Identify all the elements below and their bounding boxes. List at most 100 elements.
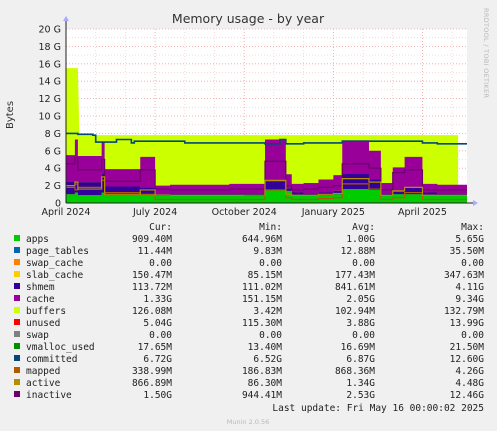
legend: Cur: Min: Avg: Max: apps 909.40M 644.96M 1.… [14,222,484,401]
legend-swatch-page-tables [14,247,20,253]
legend-slab-cache-max: 347.63M [444,270,484,281]
legend-header-min: Min: [259,222,282,233]
line-active [66,176,467,196]
legend-swatch-active [14,379,20,385]
legend-shmem-cur: 113.72M [132,282,172,293]
legend-inactive-name: inactive [26,390,72,401]
axes [63,16,478,206]
legend-vmalloc-used-max: 21.50M [450,342,485,353]
legend-slab-cache-avg: 177.43M [335,270,375,281]
legend-inactive-min: 944.41M [242,390,282,401]
legend-buffers-cur: 126.08M [132,306,172,317]
legend-swatch-shmem [14,283,20,289]
line-committed [66,132,467,145]
x-tick-label: July 2024 [132,207,177,218]
legend-buffers-name: buffers [26,306,66,317]
last-update: Last update: Fri May 16 00:00:02 2025 [272,403,484,414]
y-axis-label: Bytes [5,101,16,129]
legend-unused-max: 13.99G [450,318,485,329]
x-tick-label: April 2025 [398,207,447,218]
y-tick-label: 20 G [39,25,61,36]
legend-page-tables-cur: 11.44M [138,246,173,257]
y-tick-label: 4 G [45,164,61,175]
legend-swatch-cache [14,295,20,301]
legend-committed-cur: 6.72G [143,354,172,365]
legend-page-tables-max: 35.50M [450,246,485,257]
y-tick-label: 6 G [45,146,61,157]
legend-vmalloc-used-avg: 16.69M [341,342,376,353]
legend-unused-min: 115.30M [242,318,282,329]
y-tick-label: 2 G [45,181,61,192]
legend-cache-cur: 1.33G [143,294,172,305]
legend-swap-cache-name: swap_cache [26,258,83,269]
y-tick-label: 8 G [45,129,61,140]
legend-unused-avg: 3.88G [346,318,375,329]
legend-swatch-buffers [14,307,20,313]
legend-swatch-committed [14,355,20,361]
legend-shmem-min: 111.02M [242,282,282,293]
y-tick-label: 12 G [39,94,61,105]
legend-header-cur: Cur: [149,222,172,233]
legend-swap-min: 0.00 [259,330,282,341]
legend-cache-max: 9.34G [455,294,484,305]
legend-header-max: Max: [461,222,484,233]
y-tick-label: 0 [55,199,61,210]
legend-committed-name: committed [26,354,77,365]
legend-swatch-vmalloc-used [14,343,20,349]
legend-header-avg: Avg: [352,222,375,233]
legend-swap-cache-avg: 0.00 [352,258,375,269]
legend-mapped-max: 4.26G [455,366,484,377]
legend-apps-cur: 909.40M [132,234,172,245]
chart-title: Memory usage - by year [172,11,325,26]
legend-swatch-inactive [14,391,20,397]
legend-swap-cur: 0.00 [149,330,172,341]
legend-swap-cache-max: 0.00 [461,258,484,269]
x-tick-labels: April 2024 July 2024 October 2024 January 2… [42,207,447,218]
legend-mapped-name: mapped [26,366,60,377]
legend-active-cur: 866.89M [132,378,172,389]
legend-apps-max: 5.65G [455,234,484,245]
legend-slab-cache-min: 85.15M [248,270,283,281]
legend-committed-max: 12.60G [450,354,485,365]
legend-cache-avg: 2.05G [346,294,375,305]
legend-buffers-max: 132.79M [444,306,484,317]
legend-page-tables-name: page_tables [26,246,89,257]
y-tick-label: 10 G [39,112,61,123]
rrdtool-watermark: RRDTOOL / TOBI OETIKER [482,8,490,98]
legend-cache-name: cache [26,294,55,305]
legend-inactive-cur: 1.50G [143,390,172,401]
x-tick-label: April 2024 [42,207,91,218]
y-tick-label: 14 G [39,77,61,88]
y-tick-labels: 0 2 G 4 G 6 G 8 G 10 G 12 G 14 G 16 G 18 G 20 G [39,25,61,210]
series-lines [66,132,467,201]
legend-active-avg: 1.34G [346,378,375,389]
legend-swap-name: swap [26,330,49,341]
legend-vmalloc-used-cur: 17.65M [138,342,173,353]
y-axis-arrow [63,16,69,21]
legend-shmem-max: 4.11G [455,282,484,293]
legend-active-max: 4.48G [455,378,484,389]
legend-shmem-name: shmem [26,282,55,293]
legend-unused-name: unused [26,318,60,329]
legend-page-tables-min: 9.83M [253,246,282,257]
munin-version: Munin 2.0.56 [227,418,270,426]
legend-swatch-unused [14,319,20,325]
line-inactive [66,157,467,191]
legend-active-min: 86.30M [248,378,283,389]
legend-inactive-max: 12.46G [450,390,485,401]
legend-swatch-swap-cache [14,259,20,265]
legend-inactive-avg: 2.53G [346,390,375,401]
legend-cache-min: 151.15M [242,294,282,305]
legend-active-name: active [26,378,61,389]
legend-page-tables-avg: 12.88M [341,246,376,257]
legend-swatch-mapped [14,367,20,373]
legend-swatch-apps [14,235,20,241]
x-axis-arrow [473,200,478,206]
x-tick-label: January 2025 [301,207,365,218]
legend-vmalloc-used-name: vmalloc_used [26,342,95,353]
legend-mapped-cur: 338.99M [132,366,172,377]
legend-swatch-swap [14,331,20,337]
legend-apps-min: 644.96M [242,234,282,245]
legend-buffers-min: 3.42M [253,306,282,317]
